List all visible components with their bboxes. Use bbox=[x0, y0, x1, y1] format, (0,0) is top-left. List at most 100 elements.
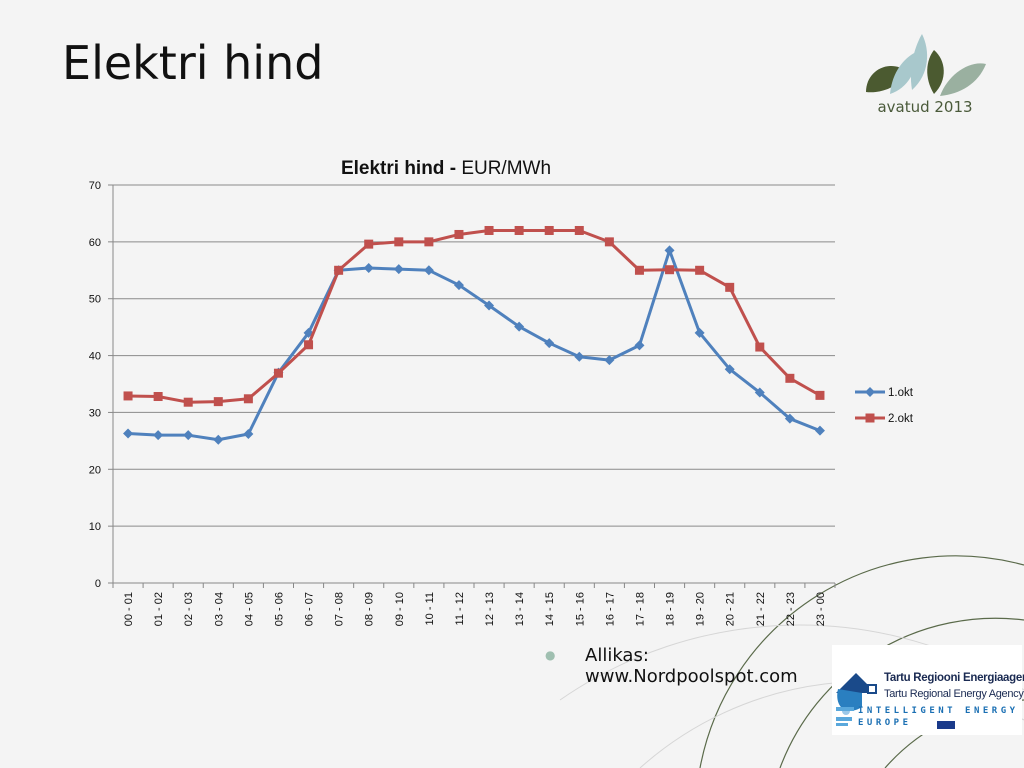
iee-logo-line2: EUROPE bbox=[858, 718, 912, 728]
x-tick-label: 21 - 22 bbox=[755, 592, 767, 626]
x-tick-label: 09 - 10 bbox=[394, 592, 406, 626]
avatud-flower-logo bbox=[866, 34, 986, 96]
agency-name-estonian: Tartu Regiooni Energiaagentuur bbox=[884, 672, 1024, 684]
data-point bbox=[754, 387, 765, 398]
grid-lines bbox=[113, 184, 835, 527]
data-point bbox=[424, 237, 434, 247]
x-tick-label: 14 - 15 bbox=[544, 592, 556, 626]
data-point bbox=[363, 263, 374, 274]
data-point bbox=[243, 429, 254, 440]
legend: 1.okt 2.okt bbox=[855, 387, 914, 425]
y-tick-label: 30 bbox=[89, 407, 101, 419]
data-point bbox=[814, 425, 825, 436]
axes: 0 10 20 30 40 50 60 70 00 - 01 01 - 02 02 - 03 03 -… bbox=[89, 180, 836, 626]
agency-name-english: Tartu Regional Energy Agency bbox=[884, 688, 1024, 700]
source-link[interactable]: www.Nordpoolspot.com bbox=[585, 666, 798, 687]
agency-house-icon bbox=[836, 673, 955, 729]
x-tick-label: 13 - 14 bbox=[514, 592, 526, 626]
x-tick-label: 02 - 03 bbox=[183, 592, 195, 626]
bullet-icon: ● bbox=[545, 648, 556, 662]
data-point bbox=[514, 321, 525, 332]
x-tick-label: 05 - 06 bbox=[273, 592, 285, 626]
source-label: Allikas: bbox=[585, 645, 649, 666]
legend-label: 1.okt bbox=[888, 387, 914, 399]
data-point bbox=[544, 338, 555, 349]
data-point bbox=[514, 225, 524, 235]
data-point bbox=[785, 373, 795, 383]
data-point bbox=[364, 239, 374, 249]
data-point bbox=[815, 390, 825, 400]
series bbox=[123, 225, 825, 445]
series-line bbox=[128, 228, 821, 404]
x-tick-label: 00 - 01 bbox=[123, 592, 135, 626]
data-point bbox=[484, 300, 495, 311]
source-text: Allikas: www.Nordpoolspot.com bbox=[585, 645, 798, 687]
data-point bbox=[694, 327, 705, 338]
data-point bbox=[574, 225, 584, 235]
x-tick-label: 23 - 00 bbox=[815, 592, 827, 626]
y-tick-label: 70 bbox=[89, 180, 101, 192]
x-tick-label: 10 - 11 bbox=[424, 592, 436, 625]
x-tick-label: 20 - 21 bbox=[725, 592, 737, 626]
data-point bbox=[394, 237, 404, 247]
x-tick-label: 17 - 18 bbox=[634, 592, 646, 626]
data-point bbox=[454, 229, 464, 239]
x-tick-label: 16 - 17 bbox=[604, 592, 616, 626]
data-point bbox=[393, 264, 404, 275]
data-point bbox=[304, 340, 314, 350]
x-tick-label: 19 - 20 bbox=[695, 592, 707, 626]
data-point bbox=[865, 413, 875, 423]
x-tick-label: 03 - 04 bbox=[213, 592, 225, 626]
data-point bbox=[665, 265, 675, 275]
agency-logo bbox=[832, 645, 1022, 735]
data-point bbox=[183, 430, 194, 441]
x-tick-label: 06 - 07 bbox=[304, 592, 316, 626]
data-point bbox=[865, 387, 875, 397]
data-point bbox=[153, 392, 163, 402]
data-point bbox=[725, 282, 735, 292]
data-point bbox=[695, 265, 705, 275]
chart-title-unit: EUR/MWh bbox=[461, 158, 551, 179]
chart-title: Elektri hind - EUR/MWh bbox=[341, 158, 551, 179]
data-point bbox=[334, 265, 344, 275]
slide-title: Elektri hind bbox=[62, 36, 324, 90]
data-point bbox=[604, 355, 615, 366]
data-point bbox=[453, 280, 464, 291]
data-point bbox=[724, 364, 735, 375]
data-point bbox=[123, 391, 133, 401]
y-tick-label: 20 bbox=[89, 464, 101, 476]
x-tick-label: 18 - 19 bbox=[665, 592, 677, 626]
y-tick-label: 0 bbox=[95, 578, 101, 590]
y-tick-label: 10 bbox=[89, 521, 101, 533]
x-tick-label: 22 - 23 bbox=[785, 592, 797, 626]
data-point bbox=[604, 237, 614, 247]
x-tick-label: 11 - 12 bbox=[454, 592, 466, 625]
data-point bbox=[634, 340, 645, 351]
data-point bbox=[634, 265, 644, 275]
data-point bbox=[574, 351, 585, 362]
data-point bbox=[423, 265, 434, 276]
data-point bbox=[213, 434, 224, 445]
data-point bbox=[784, 413, 795, 424]
x-tick-label: 08 - 09 bbox=[364, 592, 376, 626]
y-tick-label: 60 bbox=[89, 237, 101, 249]
x-tick-label: 01 - 02 bbox=[153, 592, 165, 626]
chart-title-bold: Elektri hind - bbox=[341, 158, 461, 179]
x-tick-label: 12 - 13 bbox=[484, 592, 496, 626]
data-point bbox=[213, 397, 223, 407]
iee-logo-line1: INTELLIGENT ENERGY bbox=[858, 706, 1019, 716]
data-point bbox=[484, 225, 494, 235]
data-point bbox=[664, 245, 675, 256]
x-tick-label: 15 - 16 bbox=[574, 592, 586, 626]
data-point bbox=[273, 368, 283, 378]
data-point bbox=[153, 430, 164, 441]
series-line bbox=[127, 248, 821, 442]
data-point bbox=[755, 342, 765, 352]
legend-label: 2.okt bbox=[888, 413, 914, 425]
logo-caption: avatud 2013 bbox=[877, 98, 973, 116]
data-point bbox=[123, 428, 134, 439]
x-tick-label: 07 - 08 bbox=[334, 592, 346, 626]
series-1 bbox=[123, 225, 825, 407]
series-0 bbox=[123, 245, 825, 445]
